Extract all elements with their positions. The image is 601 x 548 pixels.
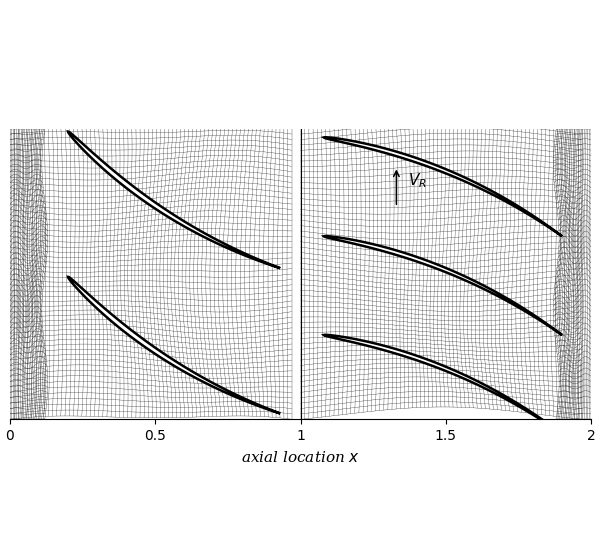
Text: $V_R$: $V_R$ <box>408 172 427 190</box>
X-axis label: axial location $x$: axial location $x$ <box>241 450 360 465</box>
Polygon shape <box>68 422 280 548</box>
Polygon shape <box>324 335 562 434</box>
Polygon shape <box>324 137 562 236</box>
Polygon shape <box>68 277 280 414</box>
Polygon shape <box>324 236 562 335</box>
Polygon shape <box>324 433 562 533</box>
Polygon shape <box>68 132 280 268</box>
